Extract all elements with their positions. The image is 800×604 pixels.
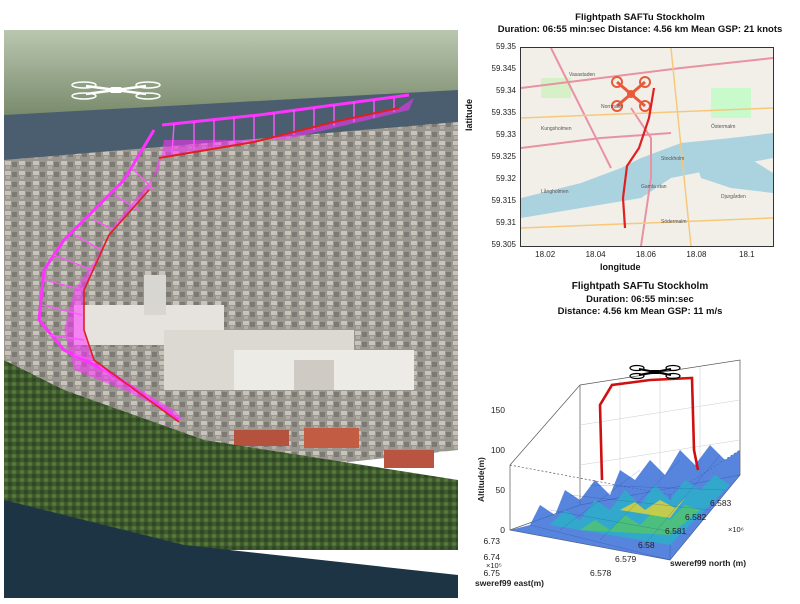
map-x-tick: 18.02 — [535, 250, 556, 259]
lake — [4, 90, 458, 165]
plot3d-distance: Distance: 4.56 km Mean GSP: 11 m/s — [557, 306, 723, 317]
plot3d-y-label: sweref99 north (m) — [670, 558, 746, 568]
y-tick: 6.581 — [665, 526, 687, 536]
map-label: Långholmen — [541, 188, 569, 195]
map-place-labels: Vasastaden Östermalm Kungsholmen Stockho… — [541, 72, 746, 225]
map-y-tick: 59.33 — [495, 130, 516, 139]
map-x-axis-label: longitude — [600, 262, 641, 272]
plot3d-title: Flightpath SAFTu Stockholm — [571, 281, 709, 292]
map-label: Östermalm — [711, 123, 735, 130]
map-water-2 — [696, 153, 773, 193]
z-tick: 50 — [496, 485, 506, 495]
plot3d-canvas: 0 50 100 150 Altitude(m) 6.73 6.74 6.75 … — [475, 359, 746, 588]
x-tick: 6.75 — [483, 568, 500, 578]
map-water — [521, 133, 773, 218]
map-plot-subtitle: Duration: 06:55 min:sec Distance: 4.56 k… — [497, 24, 783, 35]
hospital-buildings — [74, 275, 414, 390]
terrain-surface — [510, 445, 740, 561]
city-area — [4, 122, 458, 500]
plot3d-x-multiplier: ×10⁵ — [486, 561, 502, 570]
map-label: Vasastaden — [569, 72, 595, 78]
map-minor-roads — [521, 48, 773, 246]
plot3d-y-ticks: 6.578 6.579 6.58 6.581 6.582 6.583 — [590, 498, 732, 578]
z-tick: 100 — [491, 445, 505, 455]
map-roads — [521, 48, 773, 246]
map-y-tick: 59.345 — [491, 64, 516, 73]
map-y-axis-label: latitude — [464, 99, 474, 132]
map-label: Djurgården — [721, 193, 746, 200]
map-label: Kungsholmen — [541, 126, 572, 132]
map-label: Stockholm — [661, 156, 684, 162]
map-x-tick: 18.1 — [739, 250, 755, 259]
map-y-tick: 59.32 — [495, 174, 516, 183]
plot3d-x-ticks: 6.73 6.74 6.75 — [483, 536, 500, 578]
forest — [4, 360, 458, 550]
map-y-tick: 59.31 — [495, 218, 516, 227]
y-tick: 6.582 — [685, 512, 707, 522]
map-y-tick: 59.335 — [491, 108, 516, 117]
map-y-tick: 59.34 — [495, 86, 516, 95]
plot3d-area: 0 50 100 150 Altitude(m) 6.73 6.74 6.75 … — [470, 330, 790, 590]
map-x-tick: 18.04 — [585, 250, 606, 259]
map-label: Södermalm — [661, 219, 687, 225]
y-tick: 6.578 — [590, 568, 612, 578]
z-tick: 150 — [491, 405, 505, 415]
map-x-tick: 18.06 — [635, 250, 657, 259]
map-flightpath — [621, 87, 656, 229]
flightpath-curtain — [37, 93, 414, 423]
y-tick: 6.579 — [615, 554, 637, 564]
map-y-tick: 59.315 — [491, 196, 516, 205]
x-tick: 6.73 — [483, 536, 500, 546]
map-label: Norrmalm — [601, 104, 623, 110]
z-tick: 0 — [500, 525, 505, 535]
plot3d-drone-icon — [629, 364, 681, 380]
y-tick: 6.58 — [638, 540, 655, 550]
drone-icon — [71, 81, 161, 100]
map-y-tick: 59.35 — [495, 42, 516, 51]
aerial-scene — [4, 30, 458, 598]
map-canvas: Vasastaden Östermalm Kungsholmen Stockho… — [521, 48, 773, 246]
plot3d-y-multiplier: ×10⁶ — [728, 525, 744, 534]
plot3d-z-ticks: 0 50 100 150 — [491, 405, 505, 535]
map-drone-icon — [611, 76, 651, 112]
plot3d-x-label: sweref99 east(m) — [475, 578, 544, 588]
water — [4, 500, 458, 598]
map-label: Gamla stan — [641, 184, 667, 190]
aerial-view — [4, 30, 458, 598]
plot3d-flightpath — [598, 376, 700, 481]
map-park — [711, 88, 751, 118]
map-plot-area: Vasastaden Östermalm Kungsholmen Stockho… — [520, 47, 774, 247]
map-x-tick: 18.08 — [686, 250, 707, 259]
map-y-tick: 59.325 — [491, 152, 516, 161]
plot3d-z-label: Altitude(m) — [476, 457, 486, 502]
y-tick: 6.583 — [710, 498, 732, 508]
map-y-tick: 59.305 — [491, 240, 516, 249]
map-plot-title: Flightpath SAFTu Stockholm — [575, 12, 705, 23]
plot3d-duration: Duration: 06:55 min:sec — [586, 294, 694, 305]
x-tick: 6.74 — [483, 552, 500, 562]
